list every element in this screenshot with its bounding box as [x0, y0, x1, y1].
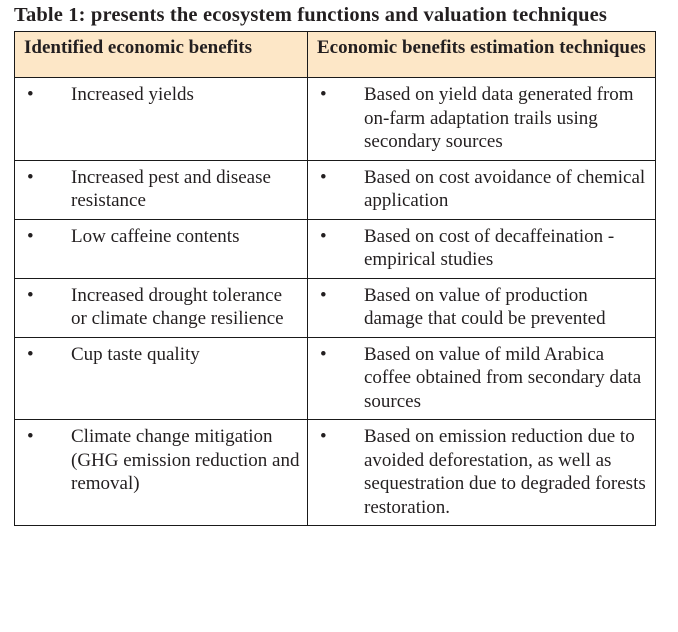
bullet: • — [27, 284, 34, 306]
bullet: • — [27, 343, 34, 365]
bullet: • — [320, 284, 327, 306]
table-caption: Table 1: presents the ecosystem function… — [14, 4, 608, 26]
technique-cell: • Based on cost of decaffeination -empiri… — [307, 218, 656, 279]
table-row: • Increased drought tolerance or climate … — [14, 277, 656, 338]
technique-text: Based on cost avoidance of chemical appl… — [364, 166, 646, 212]
technique-cell: • Based on yield data generated from on-f… — [307, 77, 656, 161]
bullet: • — [320, 166, 327, 188]
bullet: • — [320, 426, 327, 447]
benefits-table: Identified economic benefits Economic be… — [14, 31, 656, 526]
benefit-cell: • Increased yields — [14, 77, 308, 161]
technique-text: Based on value of mild Arabica coffee ob… — [364, 343, 642, 412]
table-header-row: Identified economic benefits Economic be… — [14, 31, 656, 78]
benefit-text: Low caffeine contents — [71, 225, 240, 247]
benefit-cell: • Cup taste quality — [14, 336, 308, 420]
bullet: • — [27, 84, 34, 105]
technique-cell: • Based on cost avoidance of chemical app… — [307, 159, 656, 220]
bullet: • — [320, 343, 327, 365]
benefit-text: Cup taste quality — [71, 343, 200, 365]
technique-cell: • Based on value of production damage tha… — [307, 277, 656, 338]
technique-text: Based on yield data generated from on-fa… — [364, 84, 634, 152]
technique-text: Based on emission reduction due to avoid… — [364, 426, 646, 518]
benefit-cell: • Increased pest and disease resistance — [14, 159, 308, 220]
technique-text: Based on value of production damage that… — [364, 284, 606, 330]
table-row: • Cup taste quality • Based on value of mi… — [14, 336, 656, 420]
table-row: • Low caffeine contents • Based on cost of… — [14, 218, 656, 279]
bullet: • — [320, 84, 327, 105]
technique-cell: • Based on value of mild Arabica coffee o… — [307, 336, 656, 420]
bullet: • — [27, 426, 34, 447]
benefit-text: Climate change mitigation (GHG emission … — [71, 426, 300, 494]
technique-text: Based on cost of decaffeination -empiric… — [364, 225, 615, 271]
benefit-cell: • Low caffeine contents — [14, 218, 308, 279]
table-row: • Climate change mitigation (GHG emission… — [14, 419, 656, 526]
benefit-text: Increased yields — [71, 84, 194, 105]
bullet: • — [320, 225, 327, 247]
bullet: • — [27, 225, 34, 247]
benefit-text: Increased drought tolerance or climate c… — [71, 284, 284, 330]
table-row: • Increased pest and disease resistance •… — [14, 159, 656, 220]
benefit-text: Increased pest and disease resistance — [71, 166, 271, 212]
header-identified-benefits: Identified economic benefits — [14, 31, 308, 78]
table-row: • Increased yields • Based on yield data g… — [14, 77, 656, 161]
benefit-cell: • Increased drought tolerance or climate … — [14, 277, 308, 338]
technique-cell: • Based on emission reduction due to avoi… — [307, 419, 656, 526]
header-estimation-techniques: Economic benefits estimation techniques — [307, 31, 656, 78]
benefit-cell: • Climate change mitigation (GHG emission… — [14, 419, 308, 526]
bullet: • — [27, 166, 34, 188]
